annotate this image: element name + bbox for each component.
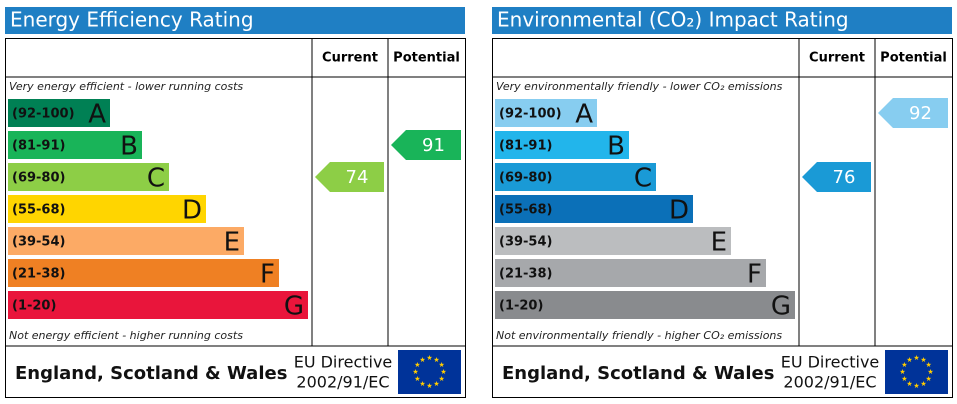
column-header: Current	[322, 51, 378, 66]
rating-arrow	[802, 162, 871, 192]
footer-code: 2002/91/EC	[296, 373, 389, 392]
column-header: Current	[809, 51, 865, 66]
band-range: (92-100)	[12, 107, 75, 122]
eu-star: ★	[412, 368, 418, 376]
eu-star: ★	[913, 382, 919, 390]
band-bar	[495, 163, 656, 191]
band-range: (39-54)	[499, 235, 552, 250]
band-letter: A	[88, 100, 106, 130]
band-letter: B	[607, 132, 625, 162]
band-bar	[495, 195, 693, 223]
band-range: (69-80)	[12, 171, 65, 186]
eu-star: ★	[419, 380, 425, 388]
eu-star: ★	[925, 375, 931, 383]
eu-star: ★	[414, 375, 420, 383]
band-bar	[8, 131, 142, 159]
band-range: (1-20)	[499, 299, 543, 314]
rating-panel: Energy Efficiency Rating Current Potential…	[5, 7, 466, 398]
band-letter: F	[260, 260, 275, 290]
band-range: (21-38)	[12, 267, 65, 282]
eu-star: ★	[419, 356, 425, 364]
band-bar	[495, 131, 629, 159]
band-bar	[495, 227, 731, 255]
rating-value: 91	[422, 135, 445, 156]
band-letter: G	[284, 292, 304, 322]
eu-flag	[885, 350, 948, 394]
eu-star: ★	[901, 375, 907, 383]
band-letter: E	[224, 228, 240, 258]
rating-panel: Environmental (CO₂) Impact Rating Current…	[492, 7, 953, 398]
note: Very environmentally friendly - lower CO…	[496, 80, 783, 93]
note: Not energy efficient - higher running co…	[9, 329, 243, 342]
band-bar	[8, 163, 169, 191]
eu-star: ★	[920, 380, 926, 388]
note: Very energy efficient - lower running co…	[9, 80, 243, 93]
eu-star: ★	[433, 380, 439, 388]
rating-arrow	[315, 162, 384, 192]
band-letter: F	[747, 260, 762, 290]
band-range: (21-38)	[499, 267, 552, 282]
eu-flag	[398, 350, 461, 394]
band-range: (81-91)	[499, 139, 552, 154]
band-letter: C	[634, 164, 652, 194]
footer-directive: EU Directive	[294, 353, 393, 372]
eu-star: ★	[426, 354, 432, 362]
rating-value: 92	[909, 103, 932, 124]
title-bar	[492, 7, 952, 34]
band-range: (69-80)	[499, 171, 552, 186]
column-header: Potential	[880, 51, 947, 66]
rating-value: 76	[833, 167, 856, 188]
band-bar	[8, 259, 279, 287]
note: Not environmentally friendly - higher CO…	[496, 329, 782, 342]
frame	[492, 38, 953, 398]
eu-star: ★	[927, 368, 933, 376]
eu-star: ★	[414, 361, 420, 369]
band-letter: E	[711, 228, 727, 258]
band-letter: D	[182, 196, 202, 226]
band-range: (55-68)	[499, 203, 552, 218]
footer-region: England, Scotland & Wales	[502, 363, 774, 384]
band-bar	[8, 227, 244, 255]
eu-star: ★	[906, 380, 912, 388]
eu-star: ★	[906, 356, 912, 364]
eu-star: ★	[440, 368, 446, 376]
eu-star: ★	[426, 382, 432, 390]
band-letter: G	[771, 292, 791, 322]
title-bar	[5, 7, 465, 34]
band-range: (39-54)	[12, 235, 65, 250]
band-range: (92-100)	[499, 107, 562, 122]
band-bar	[495, 259, 766, 287]
band-letter: D	[669, 196, 689, 226]
frame	[5, 38, 466, 398]
band-bar	[8, 195, 206, 223]
band-bar	[495, 99, 597, 127]
footer-region: England, Scotland & Wales	[15, 363, 287, 384]
footer-code: 2002/91/EC	[783, 373, 876, 392]
band-range: (55-68)	[12, 203, 65, 218]
band-bar	[8, 99, 110, 127]
band-letter: B	[120, 132, 138, 162]
rating-arrow	[391, 130, 461, 160]
rating-value: 74	[346, 167, 369, 188]
band-bar	[495, 291, 795, 319]
column-header: Potential	[393, 51, 460, 66]
eu-star: ★	[899, 368, 905, 376]
rating-arrow	[878, 98, 948, 128]
band-bar	[8, 291, 308, 319]
band-range: (1-20)	[12, 299, 56, 314]
eu-star: ★	[913, 354, 919, 362]
eu-star: ★	[438, 375, 444, 383]
eu-star: ★	[438, 361, 444, 369]
band-letter: C	[147, 164, 165, 194]
eu-star: ★	[433, 356, 439, 364]
eu-star: ★	[920, 356, 926, 364]
band-letter: A	[575, 100, 593, 130]
eu-star: ★	[925, 361, 931, 369]
eu-star: ★	[901, 361, 907, 369]
band-range: (81-91)	[12, 139, 65, 154]
panel-title: Environmental (CO₂) Impact Rating	[497, 8, 849, 32]
panel-title: Energy Efficiency Rating	[10, 8, 254, 32]
footer-directive: EU Directive	[781, 353, 880, 372]
